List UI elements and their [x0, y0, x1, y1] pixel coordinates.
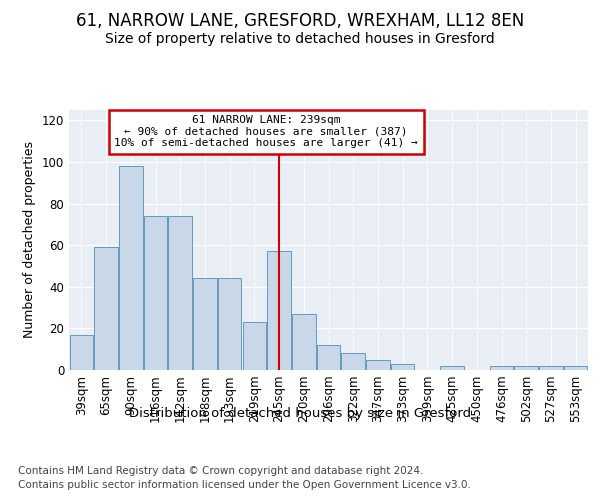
Bar: [193, 278, 217, 370]
Bar: [317, 345, 340, 370]
Text: 61 NARROW LANE: 239sqm
← 90% of detached houses are smaller (387)
10% of semi-de: 61 NARROW LANE: 239sqm ← 90% of detached…: [115, 115, 418, 148]
Bar: [490, 366, 513, 370]
Bar: [341, 354, 365, 370]
Text: 61, NARROW LANE, GRESFORD, WREXHAM, LL12 8EN: 61, NARROW LANE, GRESFORD, WREXHAM, LL12…: [76, 12, 524, 30]
Bar: [564, 366, 587, 370]
Text: Contains HM Land Registry data © Crown copyright and database right 2024.: Contains HM Land Registry data © Crown c…: [18, 466, 424, 476]
Text: Contains public sector information licensed under the Open Government Licence v3: Contains public sector information licen…: [18, 480, 471, 490]
Bar: [268, 252, 291, 370]
Bar: [440, 366, 464, 370]
Bar: [366, 360, 389, 370]
Bar: [70, 334, 93, 370]
Bar: [144, 216, 167, 370]
Y-axis label: Number of detached properties: Number of detached properties: [23, 142, 36, 338]
Text: Distribution of detached houses by size in Gresford: Distribution of detached houses by size …: [129, 408, 471, 420]
Bar: [391, 364, 415, 370]
Bar: [169, 216, 192, 370]
Text: Size of property relative to detached houses in Gresford: Size of property relative to detached ho…: [105, 32, 495, 46]
Bar: [119, 166, 143, 370]
Bar: [218, 278, 241, 370]
Bar: [94, 248, 118, 370]
Bar: [292, 314, 316, 370]
Bar: [242, 322, 266, 370]
Bar: [539, 366, 563, 370]
Bar: [514, 366, 538, 370]
